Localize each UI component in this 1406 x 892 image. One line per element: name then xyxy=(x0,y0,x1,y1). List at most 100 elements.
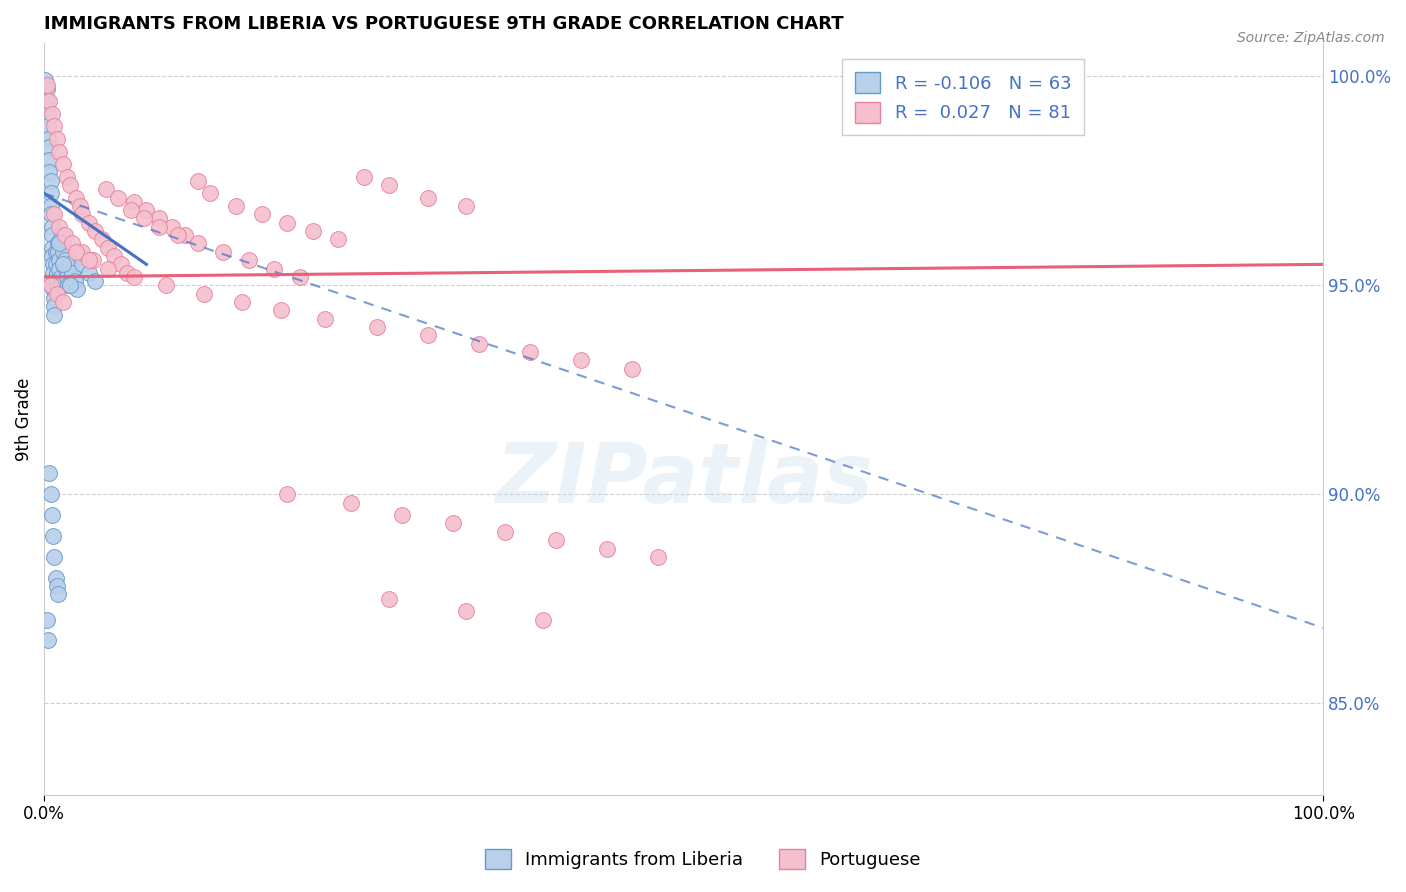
Point xyxy=(416,190,439,204)
Point xyxy=(48,236,70,251)
Point xyxy=(38,95,60,109)
Point xyxy=(621,361,644,376)
Point xyxy=(35,82,58,96)
Point xyxy=(52,295,75,310)
Point xyxy=(58,278,80,293)
Point xyxy=(97,261,120,276)
Point xyxy=(544,533,567,548)
Point xyxy=(53,228,76,243)
Point xyxy=(122,269,145,284)
Point xyxy=(41,219,63,234)
Point xyxy=(38,140,60,154)
Point xyxy=(66,282,89,296)
Point xyxy=(42,529,65,543)
Point xyxy=(59,278,82,293)
Point xyxy=(187,236,209,251)
Point xyxy=(117,266,139,280)
Point xyxy=(77,253,100,268)
Point xyxy=(378,591,401,606)
Point xyxy=(42,266,65,280)
Point xyxy=(53,253,76,268)
Point xyxy=(59,178,82,192)
Point xyxy=(122,194,145,209)
Point xyxy=(519,345,541,359)
Point xyxy=(173,228,195,243)
Point xyxy=(148,211,170,226)
Point xyxy=(39,174,62,188)
Point xyxy=(200,186,222,201)
Point xyxy=(45,257,67,271)
Point xyxy=(82,253,104,268)
Point xyxy=(38,153,60,167)
Point xyxy=(45,579,67,593)
Point xyxy=(456,199,478,213)
Point xyxy=(63,274,86,288)
Point xyxy=(132,211,155,226)
Point xyxy=(135,202,157,217)
Point xyxy=(647,549,669,564)
Point xyxy=(42,257,65,271)
Point xyxy=(59,257,82,271)
Point xyxy=(97,241,120,255)
Point xyxy=(65,190,87,204)
Point xyxy=(378,178,401,192)
Point xyxy=(48,261,70,276)
Point xyxy=(49,269,72,284)
Point xyxy=(45,244,67,259)
Point xyxy=(84,224,107,238)
Point xyxy=(55,261,77,276)
Point xyxy=(56,269,79,284)
Point xyxy=(90,232,112,246)
Point xyxy=(44,207,66,221)
Point xyxy=(193,286,215,301)
Point xyxy=(46,587,69,601)
Point xyxy=(49,278,72,293)
Point xyxy=(366,320,388,334)
Point xyxy=(72,257,94,271)
Point xyxy=(45,286,67,301)
Point xyxy=(160,219,183,234)
Point xyxy=(77,216,100,230)
Point xyxy=(238,253,260,268)
Point xyxy=(41,249,63,263)
Point xyxy=(34,73,56,87)
Point xyxy=(45,274,67,288)
Point xyxy=(39,487,62,501)
Point xyxy=(44,308,66,322)
Point xyxy=(42,282,65,296)
Point xyxy=(391,508,413,522)
Point xyxy=(315,311,337,326)
Point xyxy=(41,241,63,255)
Point xyxy=(38,467,60,481)
Point xyxy=(35,95,58,109)
Point xyxy=(84,274,107,288)
Point xyxy=(65,244,87,259)
Point xyxy=(41,228,63,243)
Point xyxy=(301,224,323,238)
Point xyxy=(270,303,292,318)
Point xyxy=(48,145,70,159)
Point xyxy=(167,228,190,243)
Point xyxy=(42,274,65,288)
Point xyxy=(69,199,91,213)
Point xyxy=(52,244,75,259)
Point xyxy=(596,541,619,556)
Point xyxy=(276,216,298,230)
Point xyxy=(39,186,62,201)
Point xyxy=(494,524,516,539)
Point xyxy=(39,199,62,213)
Point xyxy=(456,604,478,618)
Text: ZIPatlas: ZIPatlas xyxy=(495,439,873,520)
Point xyxy=(37,120,59,134)
Point xyxy=(45,282,67,296)
Point xyxy=(110,257,132,271)
Point xyxy=(39,278,62,293)
Point xyxy=(44,291,66,305)
Point xyxy=(231,295,253,310)
Point xyxy=(44,549,66,564)
Point xyxy=(276,487,298,501)
Point xyxy=(48,219,70,234)
Point xyxy=(468,336,491,351)
Y-axis label: 9th Grade: 9th Grade xyxy=(15,377,32,460)
Point xyxy=(103,249,125,263)
